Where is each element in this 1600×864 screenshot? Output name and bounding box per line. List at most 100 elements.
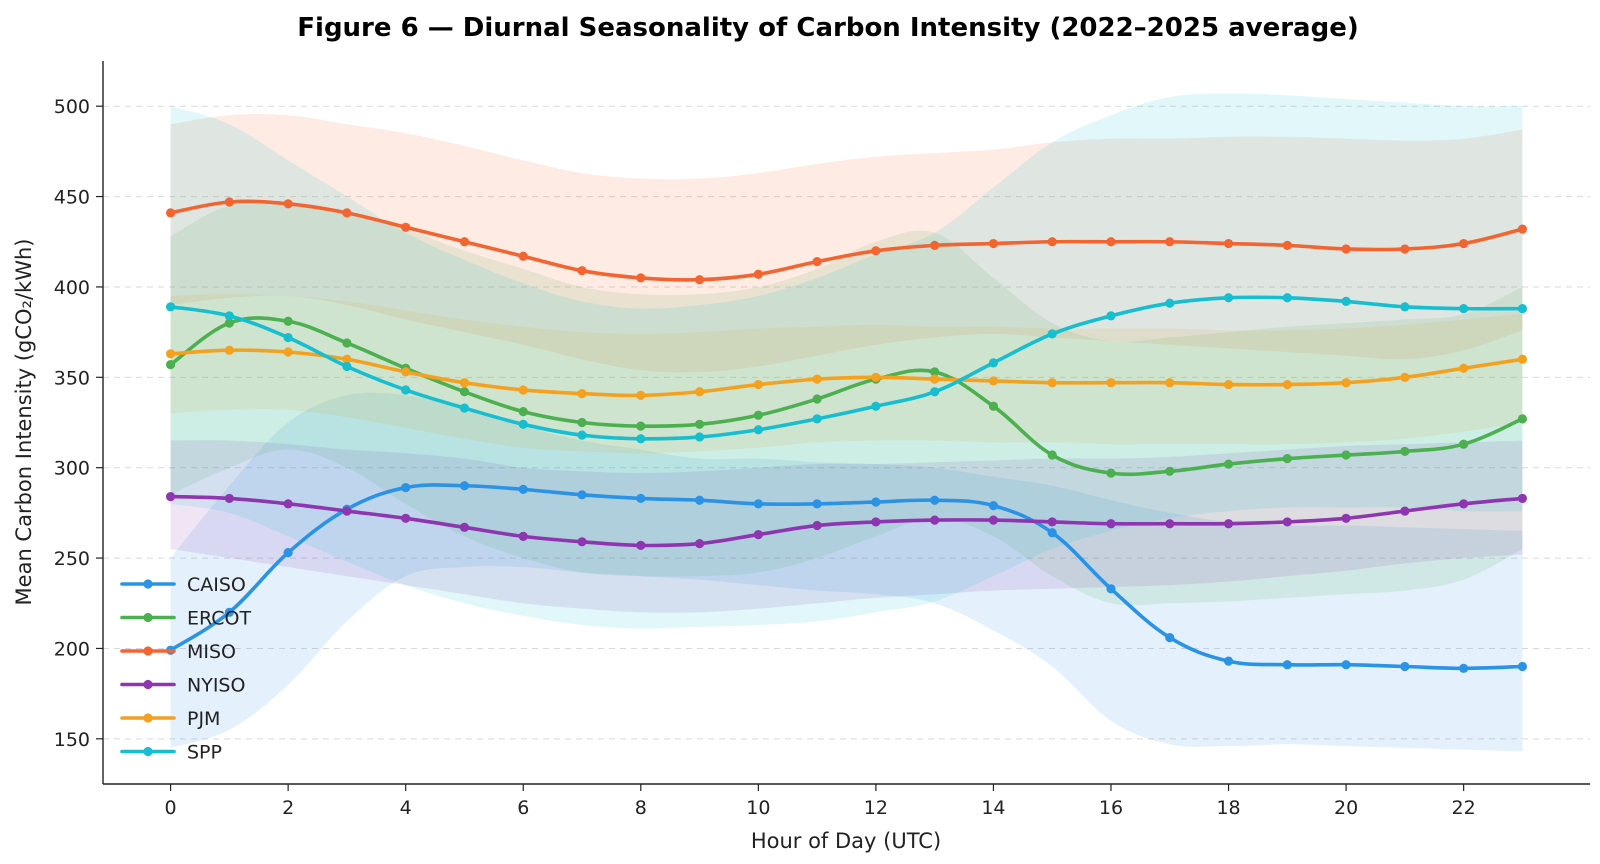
series-lines	[168, 199, 1525, 671]
legend-swatch-marker-miso	[143, 646, 153, 656]
point-miso-17	[1165, 237, 1175, 247]
point-miso-4	[401, 222, 411, 232]
legend-label-ercot: ERCOT	[187, 608, 251, 630]
point-spp-6	[518, 419, 528, 429]
point-miso-6	[518, 251, 528, 261]
point-spp-7	[577, 430, 587, 440]
point-spp-20	[1341, 296, 1351, 306]
legend-swatch-marker-pjm	[143, 713, 153, 723]
point-caiso-4	[401, 482, 411, 493]
y-tick-label-150: 150	[54, 729, 90, 751]
point-miso-1	[224, 197, 234, 207]
point-spp-23	[1517, 304, 1528, 314]
point-spp-17	[1165, 298, 1175, 308]
point-ercot-8	[636, 421, 646, 431]
point-caiso-13	[930, 495, 940, 505]
point-ercot-11	[812, 394, 822, 404]
point-spp-1	[224, 311, 234, 321]
point-ercot-10	[753, 410, 763, 420]
point-spp-21	[1400, 302, 1410, 312]
point-nyiso-4	[401, 513, 411, 523]
point-ercot-1	[224, 318, 234, 328]
point-caiso-22	[1459, 663, 1469, 673]
band-caiso	[170, 392, 1523, 752]
point-miso-14	[988, 238, 999, 249]
point-nyiso-15	[1047, 517, 1057, 527]
point-nyiso-22	[1459, 499, 1469, 509]
point-caiso-14	[988, 501, 999, 511]
point-nyiso-8	[636, 540, 646, 551]
point-pjm-22	[1459, 363, 1469, 373]
y-tick-label-300: 300	[54, 458, 90, 480]
legend-item-spp: SPP	[120, 742, 222, 764]
point-nyiso-10	[753, 529, 763, 540]
point-ercot-13	[930, 367, 940, 377]
confidence-bands	[170, 93, 1523, 752]
point-ercot-22	[1459, 439, 1469, 449]
point-spp-11	[812, 414, 822, 424]
x-axis-label: Hour of Day (UTC)	[751, 829, 941, 853]
point-caiso-5	[459, 481, 470, 491]
point-miso-5	[459, 237, 470, 247]
point-ercot-14	[988, 401, 999, 411]
x-tick-label-2: 2	[282, 797, 294, 819]
point-caiso-20	[1341, 660, 1351, 670]
point-miso-7	[577, 266, 587, 276]
point-ercot-21	[1400, 446, 1410, 457]
legend-item-ercot: ERCOT	[120, 608, 251, 630]
point-ercot-23	[1517, 414, 1528, 424]
point-nyiso-12	[871, 517, 881, 527]
point-pjm-19	[1282, 379, 1292, 390]
legend-label-pjm: PJM	[187, 708, 220, 730]
band-miso	[170, 114, 1523, 373]
point-pjm-17	[1165, 378, 1175, 388]
point-spp-16	[1106, 311, 1116, 321]
legend-swatch-marker-caiso	[143, 579, 153, 589]
y-tick-label-450: 450	[54, 187, 90, 209]
point-pjm-8	[636, 390, 646, 400]
point-spp-0	[165, 302, 176, 312]
legend-item-nyiso: NYISO	[120, 675, 245, 697]
x-tick-label-18: 18	[1216, 797, 1240, 819]
point-pjm-4	[401, 367, 411, 377]
point-miso-10	[753, 269, 763, 279]
point-miso-0	[165, 208, 176, 218]
point-pjm-15	[1047, 378, 1057, 388]
band-nyiso	[170, 440, 1523, 613]
point-pjm-5	[459, 378, 470, 388]
x-tick-label-0: 0	[165, 797, 177, 819]
point-spp-5	[459, 403, 470, 413]
point-spp-10	[753, 425, 763, 435]
x-axis-ticks: 0 2 4 6 8 10 12 14 16 18 20 22	[165, 784, 1476, 819]
y-tick-label-400: 400	[54, 277, 90, 299]
legend-swatch-marker-spp	[143, 746, 153, 757]
point-pjm-6	[518, 385, 528, 395]
point-caiso-9	[694, 495, 705, 505]
point-pjm-11	[812, 374, 822, 384]
legend-item-pjm: PJM	[120, 708, 220, 730]
series-line-miso	[168, 199, 1525, 282]
point-caiso-1	[224, 607, 234, 617]
point-ercot-7	[577, 417, 587, 428]
point-miso-3	[342, 208, 352, 218]
point-nyiso-18	[1223, 519, 1234, 529]
x-tick-label-10: 10	[746, 797, 770, 819]
point-ercot-17	[1165, 466, 1175, 476]
point-nyiso-7	[577, 537, 587, 547]
point-nyiso-9	[694, 539, 705, 549]
point-ercot-2	[283, 316, 293, 326]
y-tick-label-250: 250	[54, 548, 90, 570]
point-ercot-19	[1282, 454, 1292, 464]
point-nyiso-6	[518, 531, 528, 541]
point-pjm-10	[753, 379, 763, 390]
y-tick-label-500: 500	[54, 96, 90, 118]
point-nyiso-3	[342, 506, 352, 516]
point-caiso-10	[753, 499, 763, 509]
point-miso-12	[871, 246, 881, 256]
point-ercot-16	[1106, 468, 1116, 478]
point-nyiso-11	[812, 520, 822, 531]
point-caiso-15	[1047, 528, 1057, 538]
point-spp-18	[1223, 293, 1234, 303]
point-ercot-9	[694, 419, 705, 429]
point-nyiso-2	[283, 499, 293, 509]
